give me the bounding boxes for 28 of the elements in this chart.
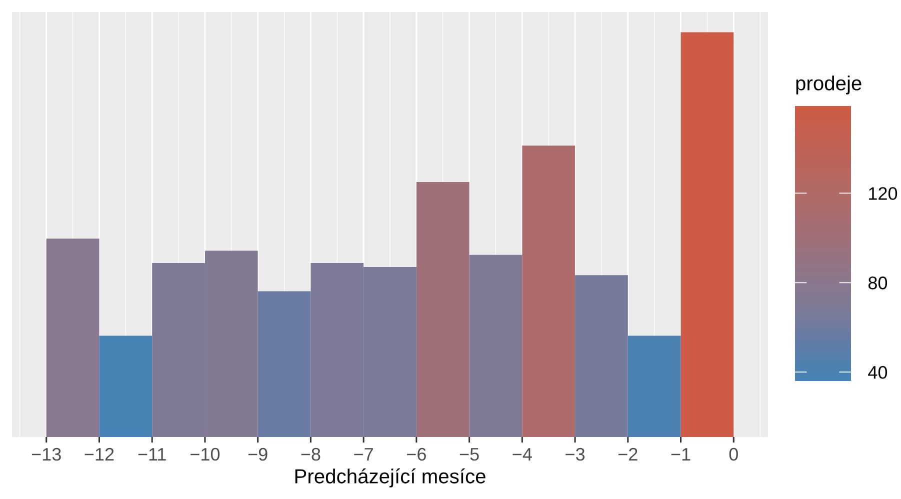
- x-tick-label: −2: [618, 448, 638, 460]
- color-bar-label: 120: [869, 187, 898, 200]
- bar: [416, 182, 470, 437]
- bar: [522, 146, 576, 437]
- x-tick-label: −9: [248, 448, 268, 461]
- x-tick-label: −8: [301, 448, 320, 461]
- x-tick-label: −12: [84, 448, 114, 460]
- bar: [258, 291, 311, 437]
- color-bar-label: 80: [868, 276, 888, 290]
- x-tick-label: −11: [138, 448, 166, 460]
- x-axis-title: Predcházející mesíce: [295, 468, 486, 488]
- x-tick-label: −4: [512, 448, 532, 460]
- bar: [680, 32, 734, 437]
- x-tick-label: −1: [671, 448, 690, 460]
- x-tick-label: −3: [566, 448, 585, 461]
- color-bar-label: 40: [868, 366, 888, 379]
- bar: [628, 336, 681, 437]
- bar: [99, 336, 152, 437]
- x-tick-label: −13: [32, 448, 61, 461]
- x-tick-label: −10: [190, 448, 220, 461]
- x-tick-label: −5: [460, 448, 479, 461]
- x-tick-label: −6: [407, 448, 426, 461]
- color-bar-title: prodeje: [796, 76, 862, 94]
- bar: [469, 254, 522, 437]
- bar: [575, 275, 628, 437]
- x-tick-label: 0: [729, 448, 738, 461]
- bar: [46, 238, 100, 437]
- x-tick-label: −7: [354, 448, 373, 460]
